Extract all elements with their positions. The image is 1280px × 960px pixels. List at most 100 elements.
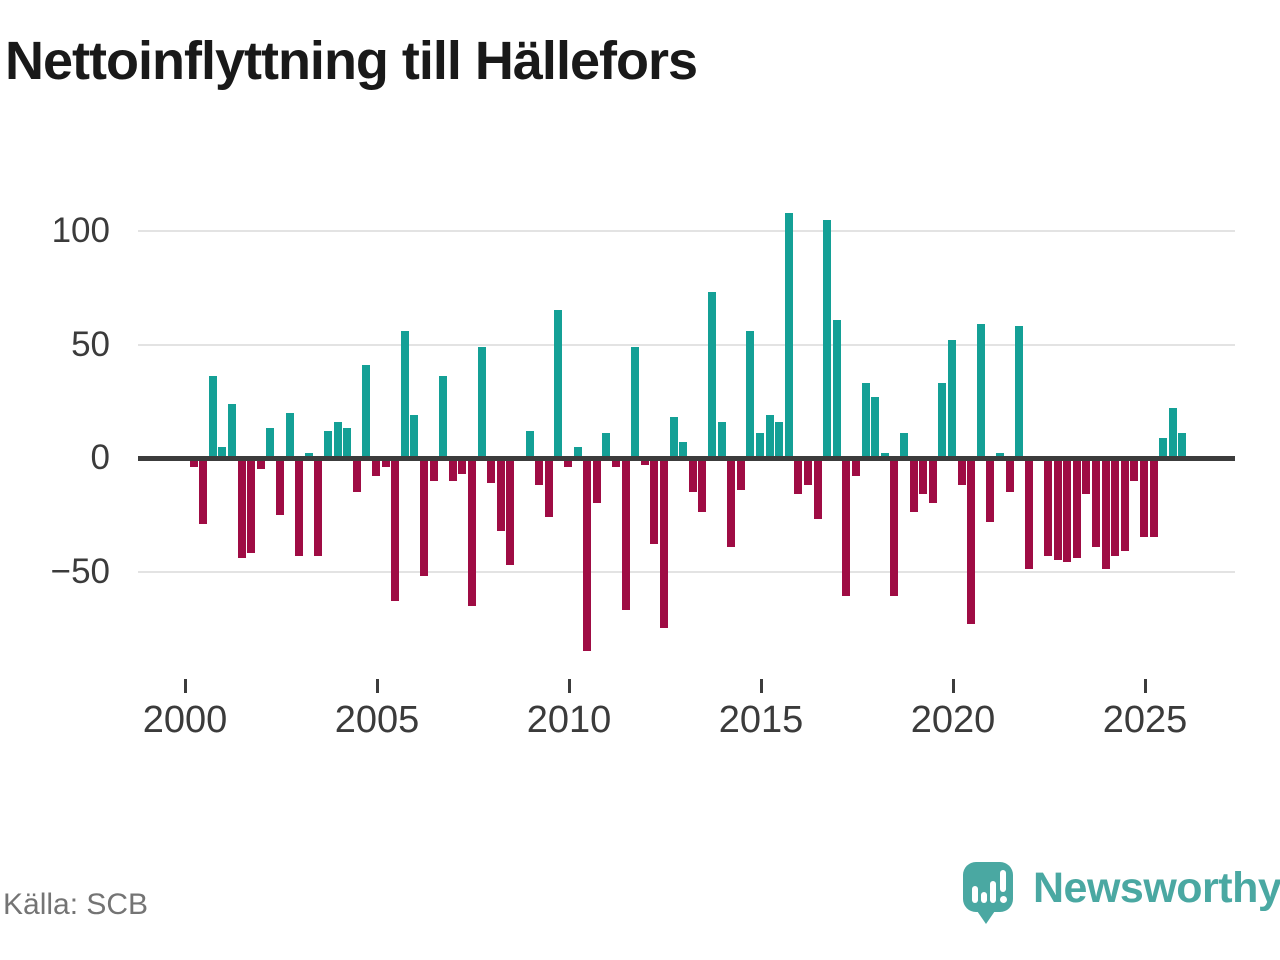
bar-2017Q1 xyxy=(842,458,851,597)
bar-2020Q1 xyxy=(957,458,966,486)
bar-2019Q3 xyxy=(938,383,947,458)
bar-2007Q3 xyxy=(477,346,486,458)
bar-2013Q1 xyxy=(688,458,697,493)
bar-2010Q3 xyxy=(592,458,601,504)
bar-2008Q4 xyxy=(525,430,534,458)
bar-2024Q2 xyxy=(1120,458,1129,552)
bar-2004Q2 xyxy=(352,458,361,493)
bar-2019Q1 xyxy=(919,458,928,495)
bar-2008Q2 xyxy=(506,458,515,565)
bar-2023Q1 xyxy=(1072,458,1081,558)
bar-2025Q1 xyxy=(1149,458,1158,538)
bar-2000Q3 xyxy=(208,376,217,458)
bar-2007Q1 xyxy=(458,458,467,474)
bar-2010Q2 xyxy=(583,458,592,651)
bar-2001Q2 xyxy=(237,458,246,558)
y-axis-label--50: −50 xyxy=(50,551,110,591)
x-axis-label-2000: 2000 xyxy=(142,699,228,741)
bar-2011Q3 xyxy=(631,346,640,458)
y-axis-label-100: 100 xyxy=(51,211,110,250)
bar-2005Q2 xyxy=(391,458,400,601)
x-axis-tick-2005 xyxy=(375,679,379,693)
bar-2002Q1 xyxy=(266,428,275,458)
bar-2009Q4 xyxy=(563,458,572,468)
bar-2006Q2 xyxy=(429,458,438,481)
bar-2006Q4 xyxy=(448,458,457,481)
bar-2022Q3 xyxy=(1053,458,1062,561)
bar-2024Q4 xyxy=(1139,458,1148,538)
bar-2003Q4 xyxy=(333,421,342,458)
x-axis-zero-line xyxy=(138,455,1235,461)
bar-2005Q4 xyxy=(410,414,419,458)
x-axis-label-2005: 2005 xyxy=(334,699,420,741)
x-axis-label-2015: 2015 xyxy=(718,699,804,741)
bar-2002Q4 xyxy=(295,458,304,556)
bar-2012Q1 xyxy=(650,458,659,545)
bar-2019Q2 xyxy=(928,458,937,504)
bar-2009Q1 xyxy=(535,458,544,486)
logo-bar-1 xyxy=(972,886,978,903)
bar-2020Q3 xyxy=(976,324,985,458)
bar-2005Q1 xyxy=(381,458,390,468)
bar-2020Q4 xyxy=(986,458,995,522)
logo-exclamation-line xyxy=(1000,870,1006,892)
x-axis-tick-2010 xyxy=(567,679,571,693)
gridline-y-100 xyxy=(138,230,1235,232)
bar-2000Q1 xyxy=(189,458,198,468)
bar-2016Q2 xyxy=(813,458,822,520)
bar-2001Q4 xyxy=(256,458,265,470)
bar-2014Q1 xyxy=(727,458,736,547)
bar-2017Q3 xyxy=(861,383,870,458)
chart-title: Nettoinflyttning till Hällefors xyxy=(5,31,698,91)
x-axis-label-2025: 2025 xyxy=(1102,699,1188,741)
bar-2021Q3 xyxy=(1015,326,1024,458)
bar-2004Q1 xyxy=(343,428,352,458)
speech-bubble-tail xyxy=(975,908,997,924)
bar-2013Q3 xyxy=(707,292,716,458)
bar-2003Q3 xyxy=(323,430,332,458)
brand-name: Newsworthy xyxy=(1033,864,1280,912)
bar-2000Q2 xyxy=(199,458,208,524)
bar-2024Q1 xyxy=(1111,458,1120,556)
bar-2014Q4 xyxy=(755,433,764,458)
bar-2017Q2 xyxy=(851,458,860,477)
bar-2017Q4 xyxy=(871,396,880,458)
bar-2018Q3 xyxy=(899,433,908,458)
bar-2016Q3 xyxy=(823,219,832,458)
bar-2002Q3 xyxy=(285,412,294,458)
bar-2013Q2 xyxy=(698,458,707,513)
logo-exclamation-dot xyxy=(999,896,1007,903)
bar-2009Q2 xyxy=(544,458,553,518)
bar-2014Q3 xyxy=(746,330,755,458)
bar-2023Q3 xyxy=(1091,458,1100,547)
bar-2018Q2 xyxy=(890,458,899,597)
bar-2023Q4 xyxy=(1101,458,1110,570)
bar-2012Q2 xyxy=(659,458,668,629)
bar-2011Q4 xyxy=(640,458,649,465)
bar-2022Q4 xyxy=(1063,458,1072,563)
bar-2005Q3 xyxy=(400,330,409,458)
source-note: Källa: SCB xyxy=(3,888,149,921)
bar-2022Q2 xyxy=(1043,458,1052,556)
bar-2008Q1 xyxy=(496,458,505,531)
bar-2009Q3 xyxy=(554,310,563,458)
x-axis-tick-2000 xyxy=(183,679,187,693)
bar-2011Q2 xyxy=(621,458,630,611)
bar-2012Q4 xyxy=(679,442,688,458)
bar-2015Q1 xyxy=(765,414,774,458)
bar-2021Q4 xyxy=(1024,458,1033,570)
bar-2006Q1 xyxy=(419,458,428,577)
bar-2024Q3 xyxy=(1130,458,1139,481)
bar-2013Q4 xyxy=(717,421,726,458)
bar-2007Q4 xyxy=(487,458,496,483)
x-axis-label-2010: 2010 xyxy=(526,699,612,741)
bar-2000Q4 xyxy=(218,446,227,458)
logo-bar-3 xyxy=(990,881,996,903)
y-axis-label-0: 0 xyxy=(90,438,110,477)
bar-2003Q2 xyxy=(314,458,323,556)
bar-2015Q4 xyxy=(794,458,803,495)
bar-2016Q4 xyxy=(832,319,841,458)
bar-2010Q1 xyxy=(573,446,582,458)
bar-2002Q2 xyxy=(275,458,284,515)
bar-2014Q2 xyxy=(736,458,745,490)
